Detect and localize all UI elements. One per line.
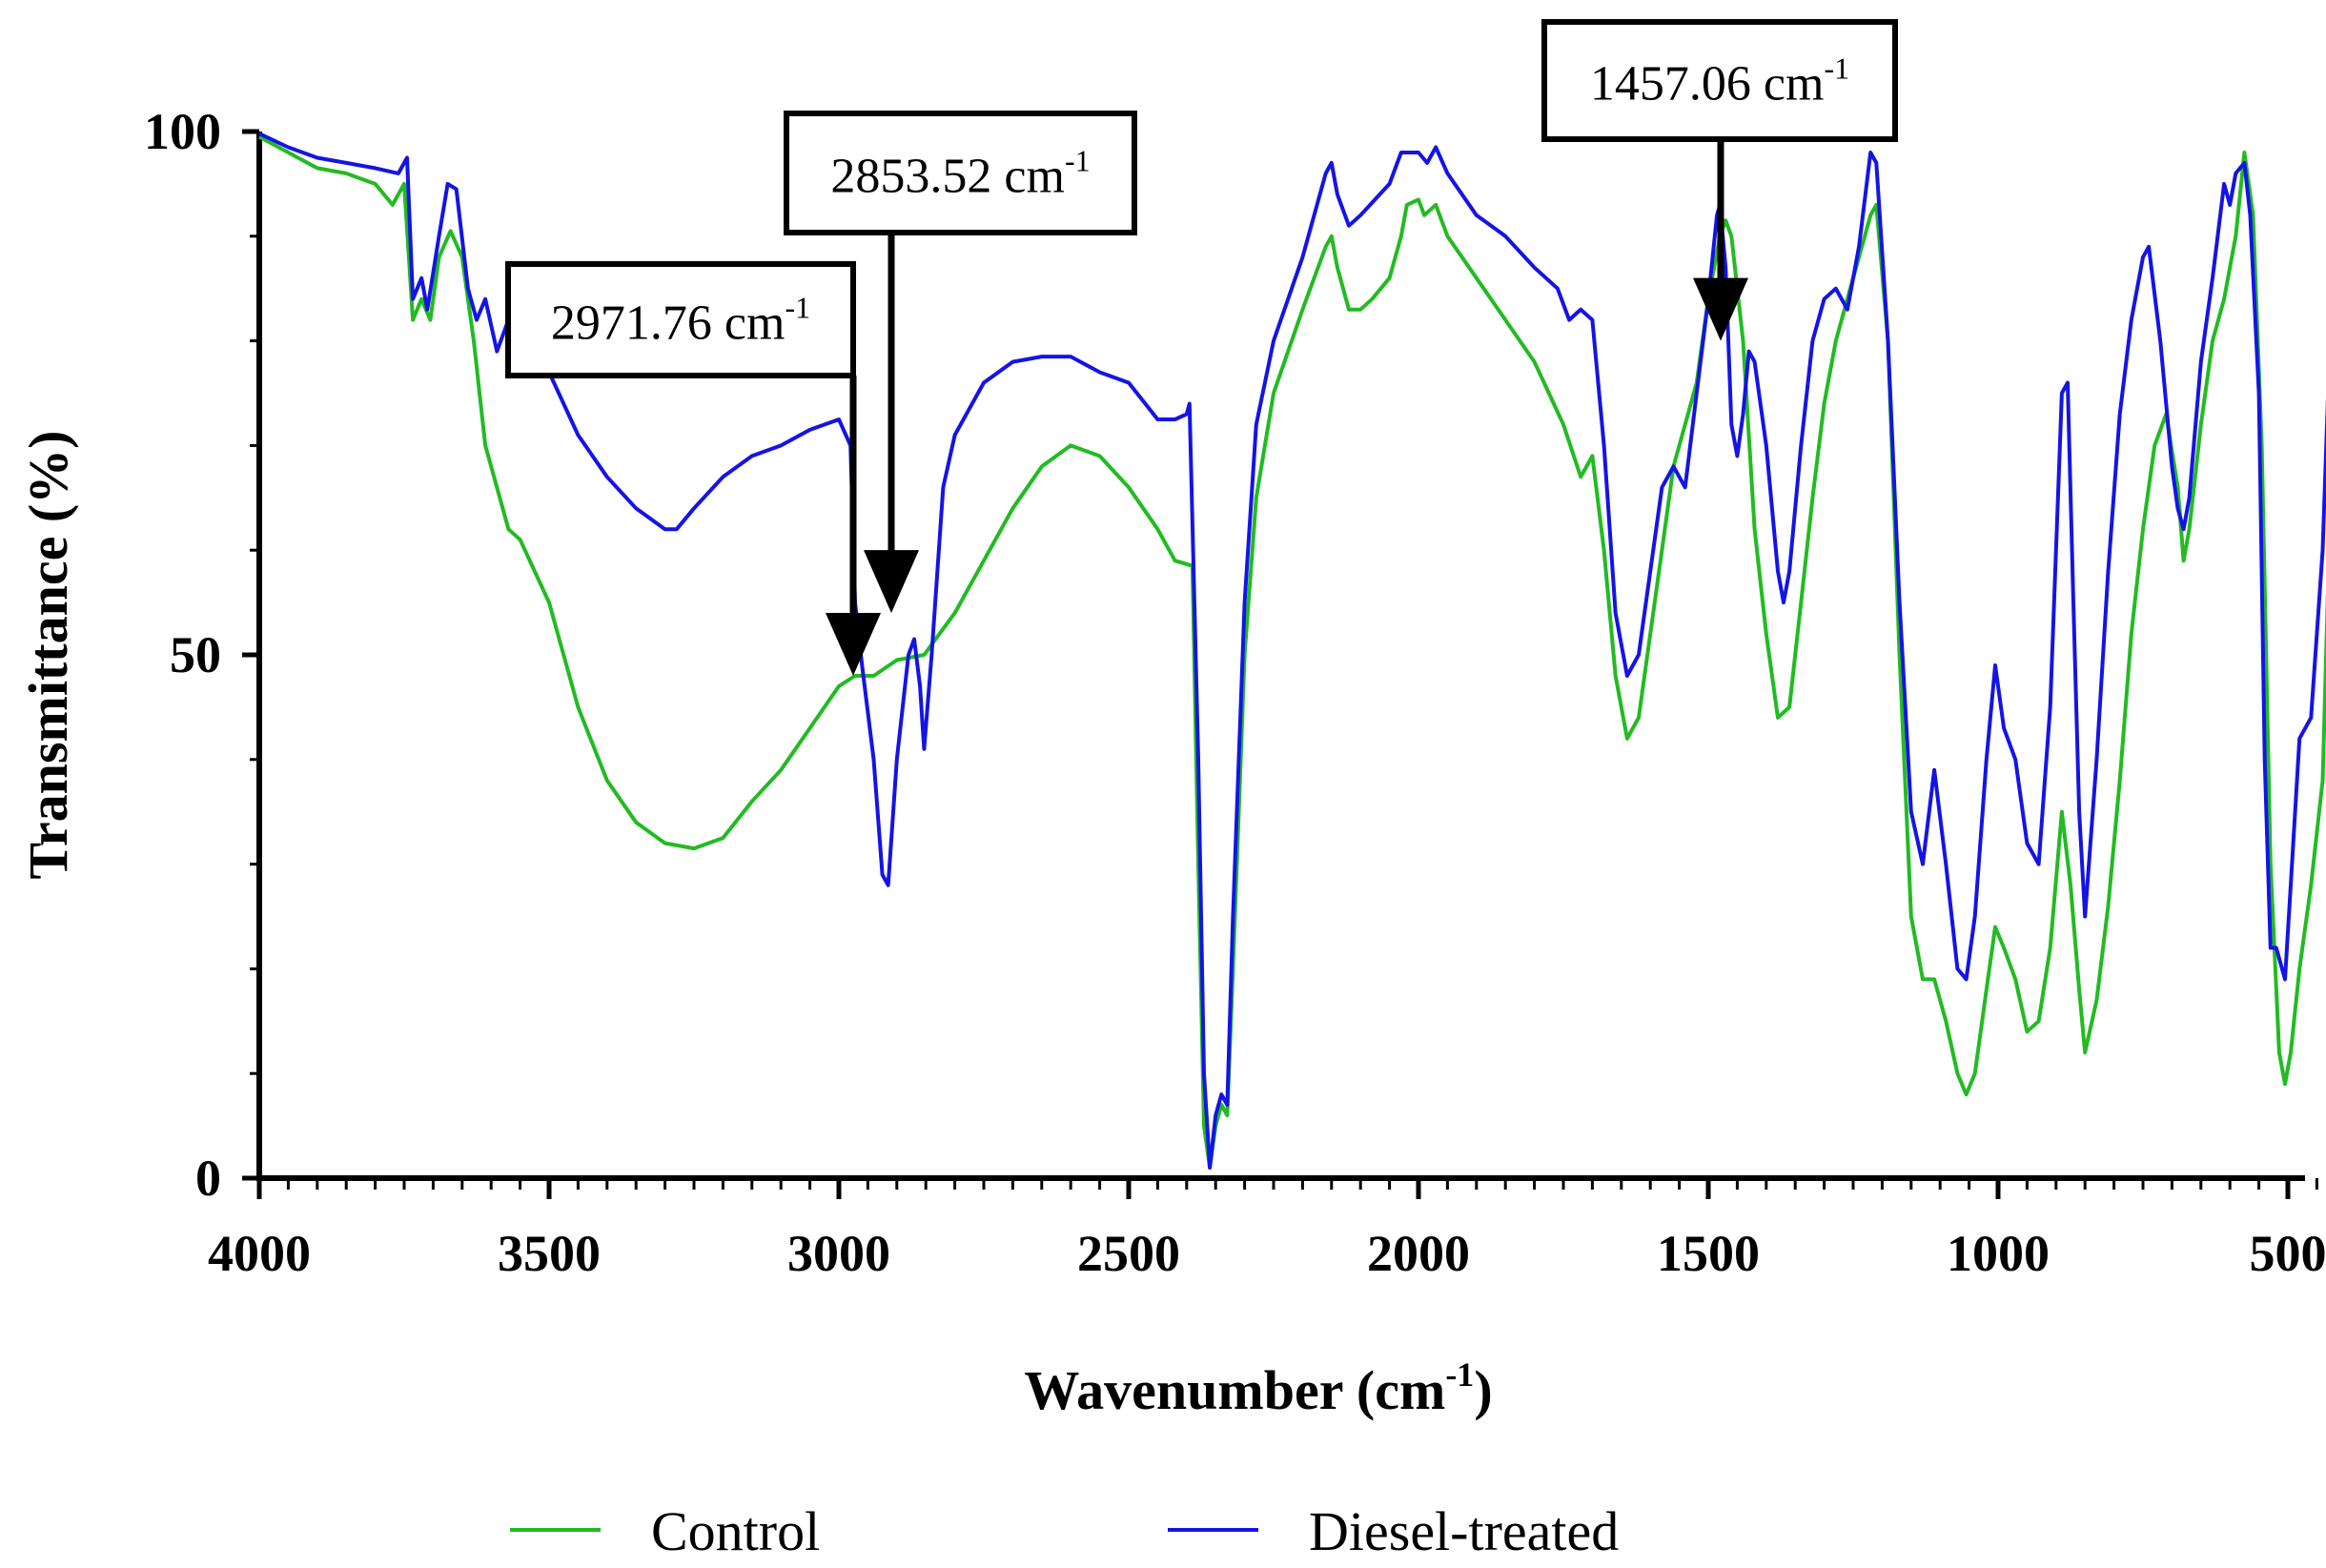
annotation-box-2853-52 [784, 111, 1137, 235]
annotation-layer: 2971.76 cm-1 2853.52 cm-1 1457.06 cm-1 [505, 19, 1898, 676]
x-axis-title: Wavenumber (cm-1) [1024, 1355, 1492, 1421]
annotation-arrow-head-2971-76 [826, 612, 881, 676]
x-tick-label-3500: 3500 [498, 1225, 601, 1282]
x-tick-label-500: 500 [2250, 1225, 2326, 1282]
x-tick-label-2500: 2500 [1077, 1225, 1180, 1282]
y-tick-label-0: 0 [195, 1150, 221, 1207]
x-tick-label-1500: 1500 [1657, 1225, 1760, 1282]
annotation-box-2971-76 [505, 261, 856, 378]
annotation-label-2971-76: 2971.76 cm-1 [551, 291, 810, 351]
legend-label-control: Control [651, 1500, 820, 1562]
legend: Control Diesel-treated [510, 1500, 1619, 1562]
x-tick-label-4000: 4000 [208, 1225, 311, 1282]
x-tick-label-3000: 3000 [787, 1225, 890, 1282]
x-axis-title-sup: -1 [1445, 1355, 1474, 1394]
x-tick-label-1000: 1000 [1947, 1225, 2050, 1282]
annotation-label-1457-06: 1457.06 cm-1 [1590, 51, 1849, 112]
x-axis-title-main: Wavenumber (cm [1024, 1359, 1445, 1421]
legend-label-diesel: Diesel-treated [1309, 1500, 1619, 1562]
annotation-arrow-head-1457-06 [1693, 277, 1748, 341]
annotation-arrow-head-2853-52 [864, 550, 919, 614]
series-layer [258, 132, 2326, 1170]
series-line-diesel-treated [258, 132, 2326, 1170]
y-tick-label-100: 100 [144, 103, 221, 160]
y-axis-title: Transmittance (%) [17, 431, 79, 880]
annotation-1457-06: 1457.06 cm-1 [1541, 19, 1898, 341]
x-axis-title-tail: ) [1474, 1359, 1492, 1421]
series-line-control [258, 134, 2326, 1170]
annotation-2971-76: 2971.76 cm-1 [505, 261, 881, 676]
annotation-label-2853-52: 2853.52 cm-1 [830, 144, 1090, 204]
x-tick-label-2000: 2000 [1367, 1225, 1470, 1282]
y-tick-label-50: 50 [170, 626, 221, 683]
ticks: 0 50 100 4000 3500 3000 2500 2000 1500 1000 500 [144, 103, 2326, 1282]
annotation-2853-52: 2853.52 cm-1 [784, 111, 1137, 614]
